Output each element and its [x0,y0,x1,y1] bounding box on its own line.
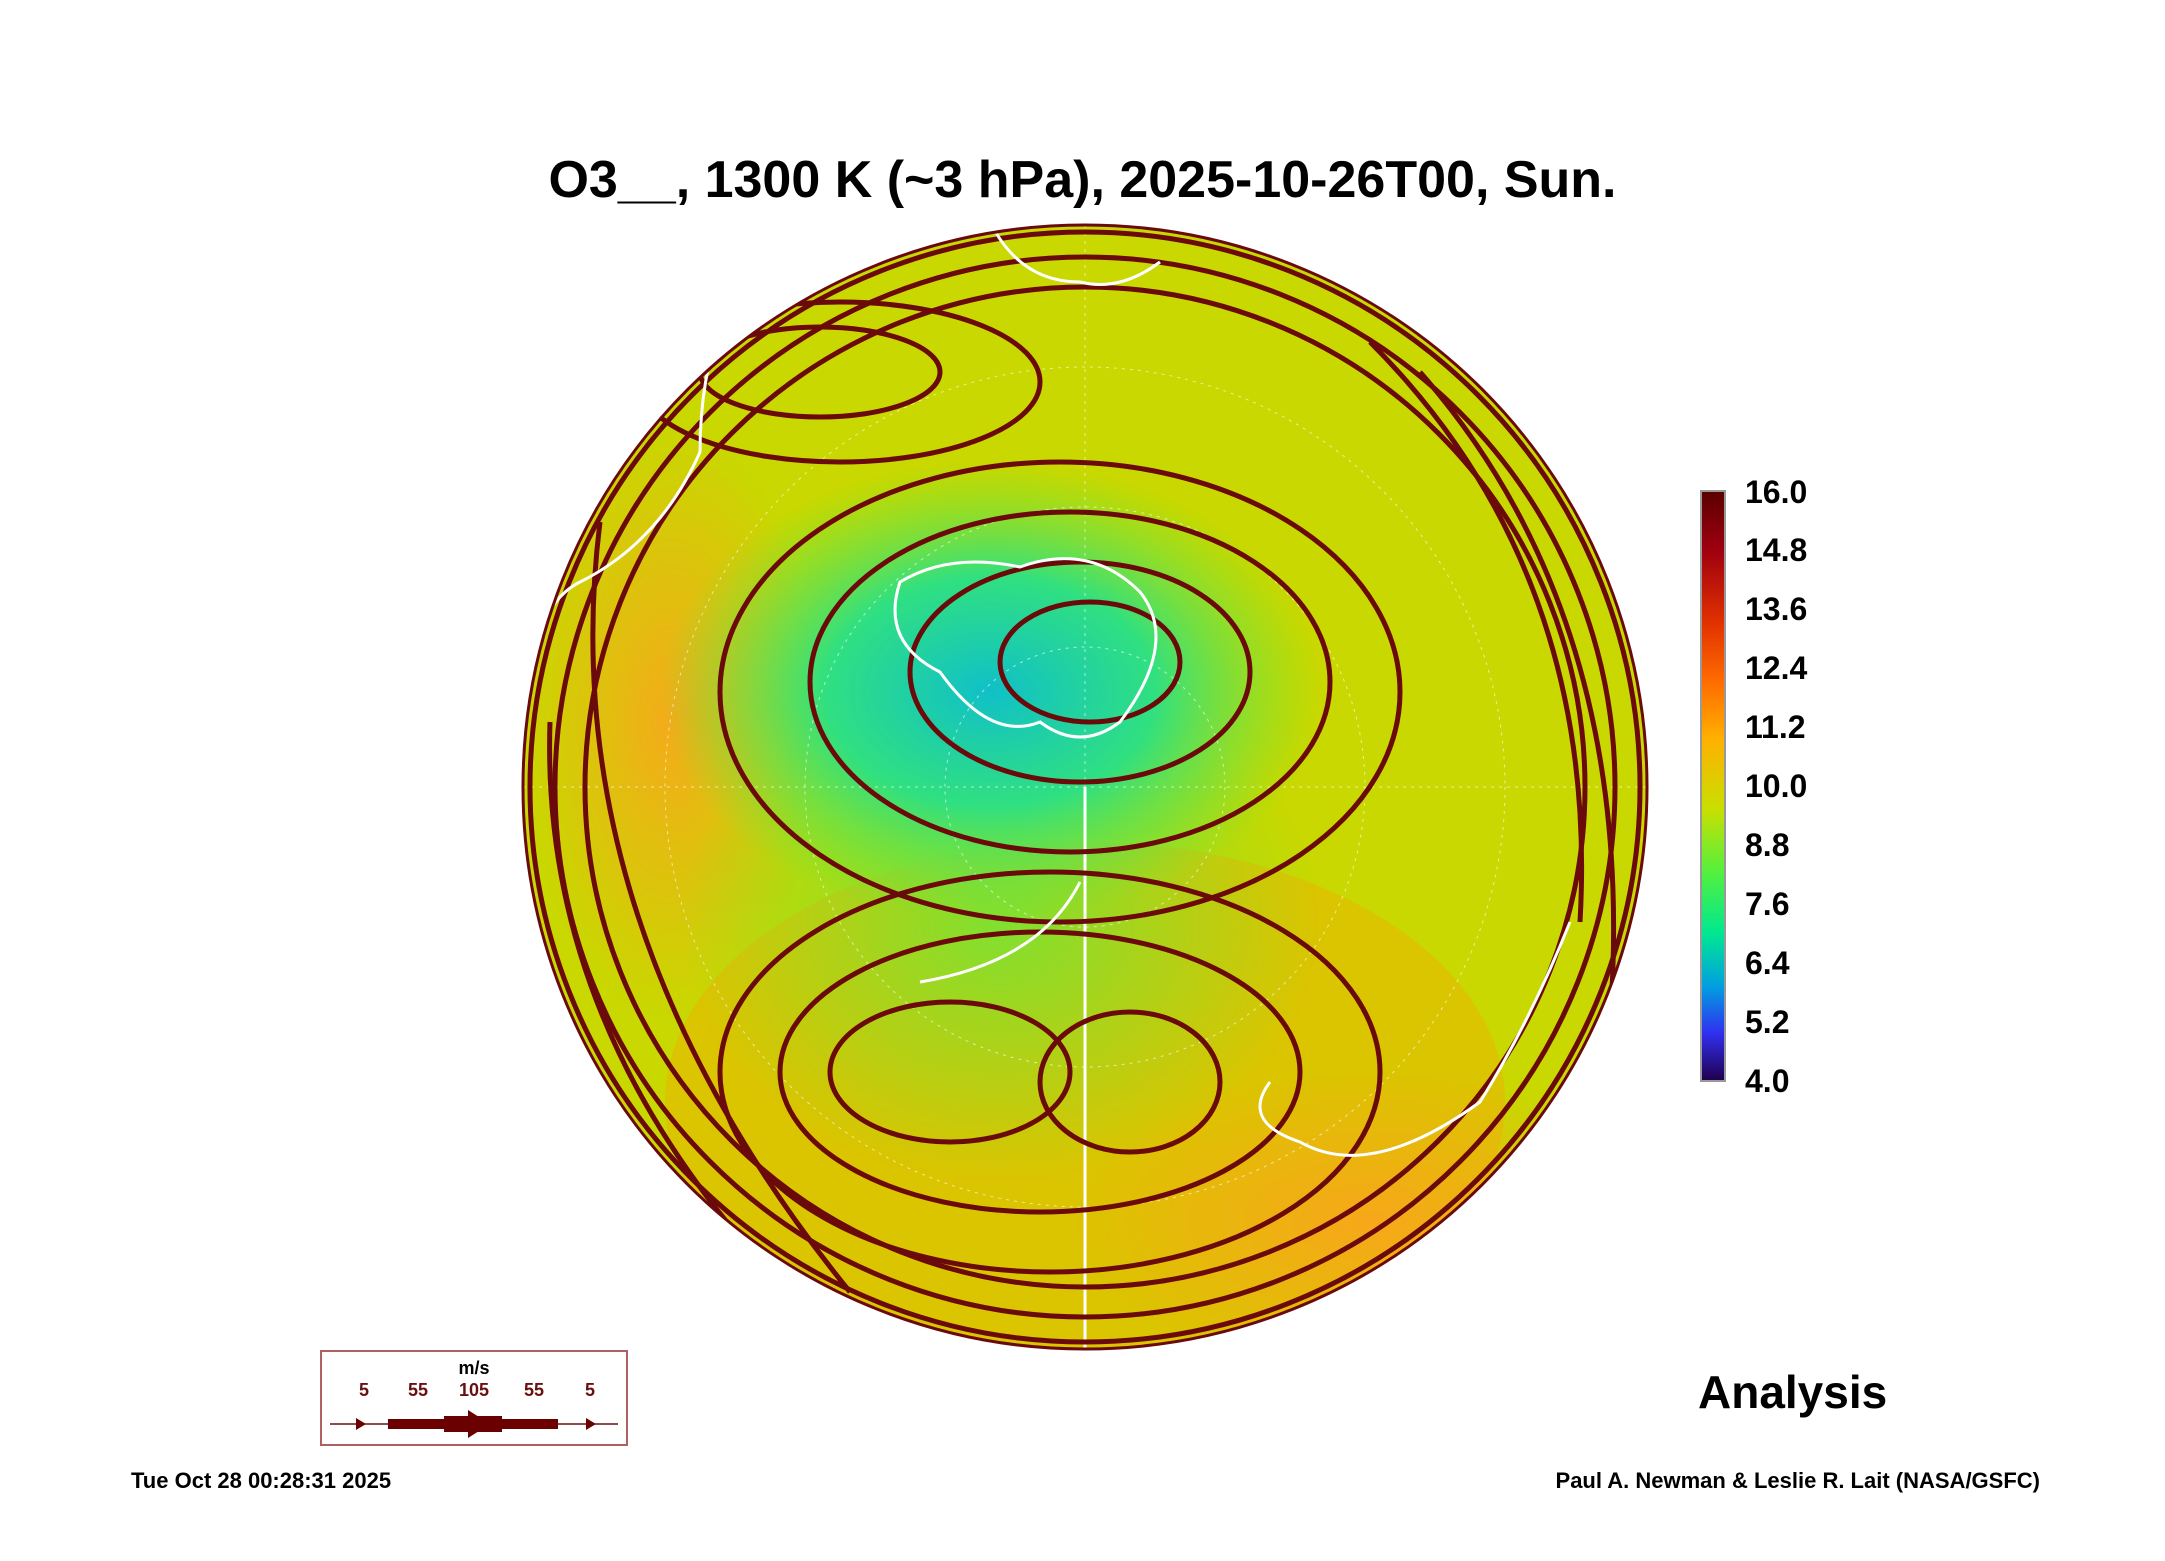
colorbar-label: 11.2 [1745,709,1806,745]
legend-speed: 5 [358,1380,370,1400]
wind-speed-legend: m/s 5 55 105 55 5 [320,1350,628,1446]
legend-speed: 55 [407,1380,429,1400]
legend-speed: 55 [523,1380,545,1400]
legend-arrows [330,1410,618,1438]
colorbar-label: 7.6 [1745,886,1790,922]
colorbar-label: 10.0 [1745,768,1808,804]
ozone-field [523,225,1647,1349]
colorbar-label: 5.2 [1745,1004,1790,1040]
globe-outline [521,223,1649,1351]
streamlines [527,229,1643,1345]
colorbar-label: 12.4 [1745,650,1808,686]
plot-title: O3__, 1300 K (~3 hPa), 2025-10-26T00, Su… [548,151,1617,209]
colorbar-label: 16.0 [1745,474,1808,510]
legend-unit: m/s [458,1358,490,1378]
legend-speed: 5 [584,1380,596,1400]
footer-timestamp: Tue Oct 28 00:28:31 2025 [131,1468,392,1493]
colorbar-label: 4.0 [1745,1063,1790,1099]
legend-speed: 105 [458,1380,490,1400]
polar-map [521,222,1649,1351]
analysis-label: Analysis [1698,1366,1888,1418]
colorbar-label: 13.6 [1745,591,1808,627]
colorbar-label: 6.4 [1745,945,1790,981]
colorbar [1700,490,1726,1082]
colorbar-label: 8.8 [1745,827,1790,863]
colorbar-label: 14.8 [1745,532,1808,568]
footer-credit: Paul A. Newman & Leslie R. Lait (NASA/GS… [1555,1468,2040,1493]
